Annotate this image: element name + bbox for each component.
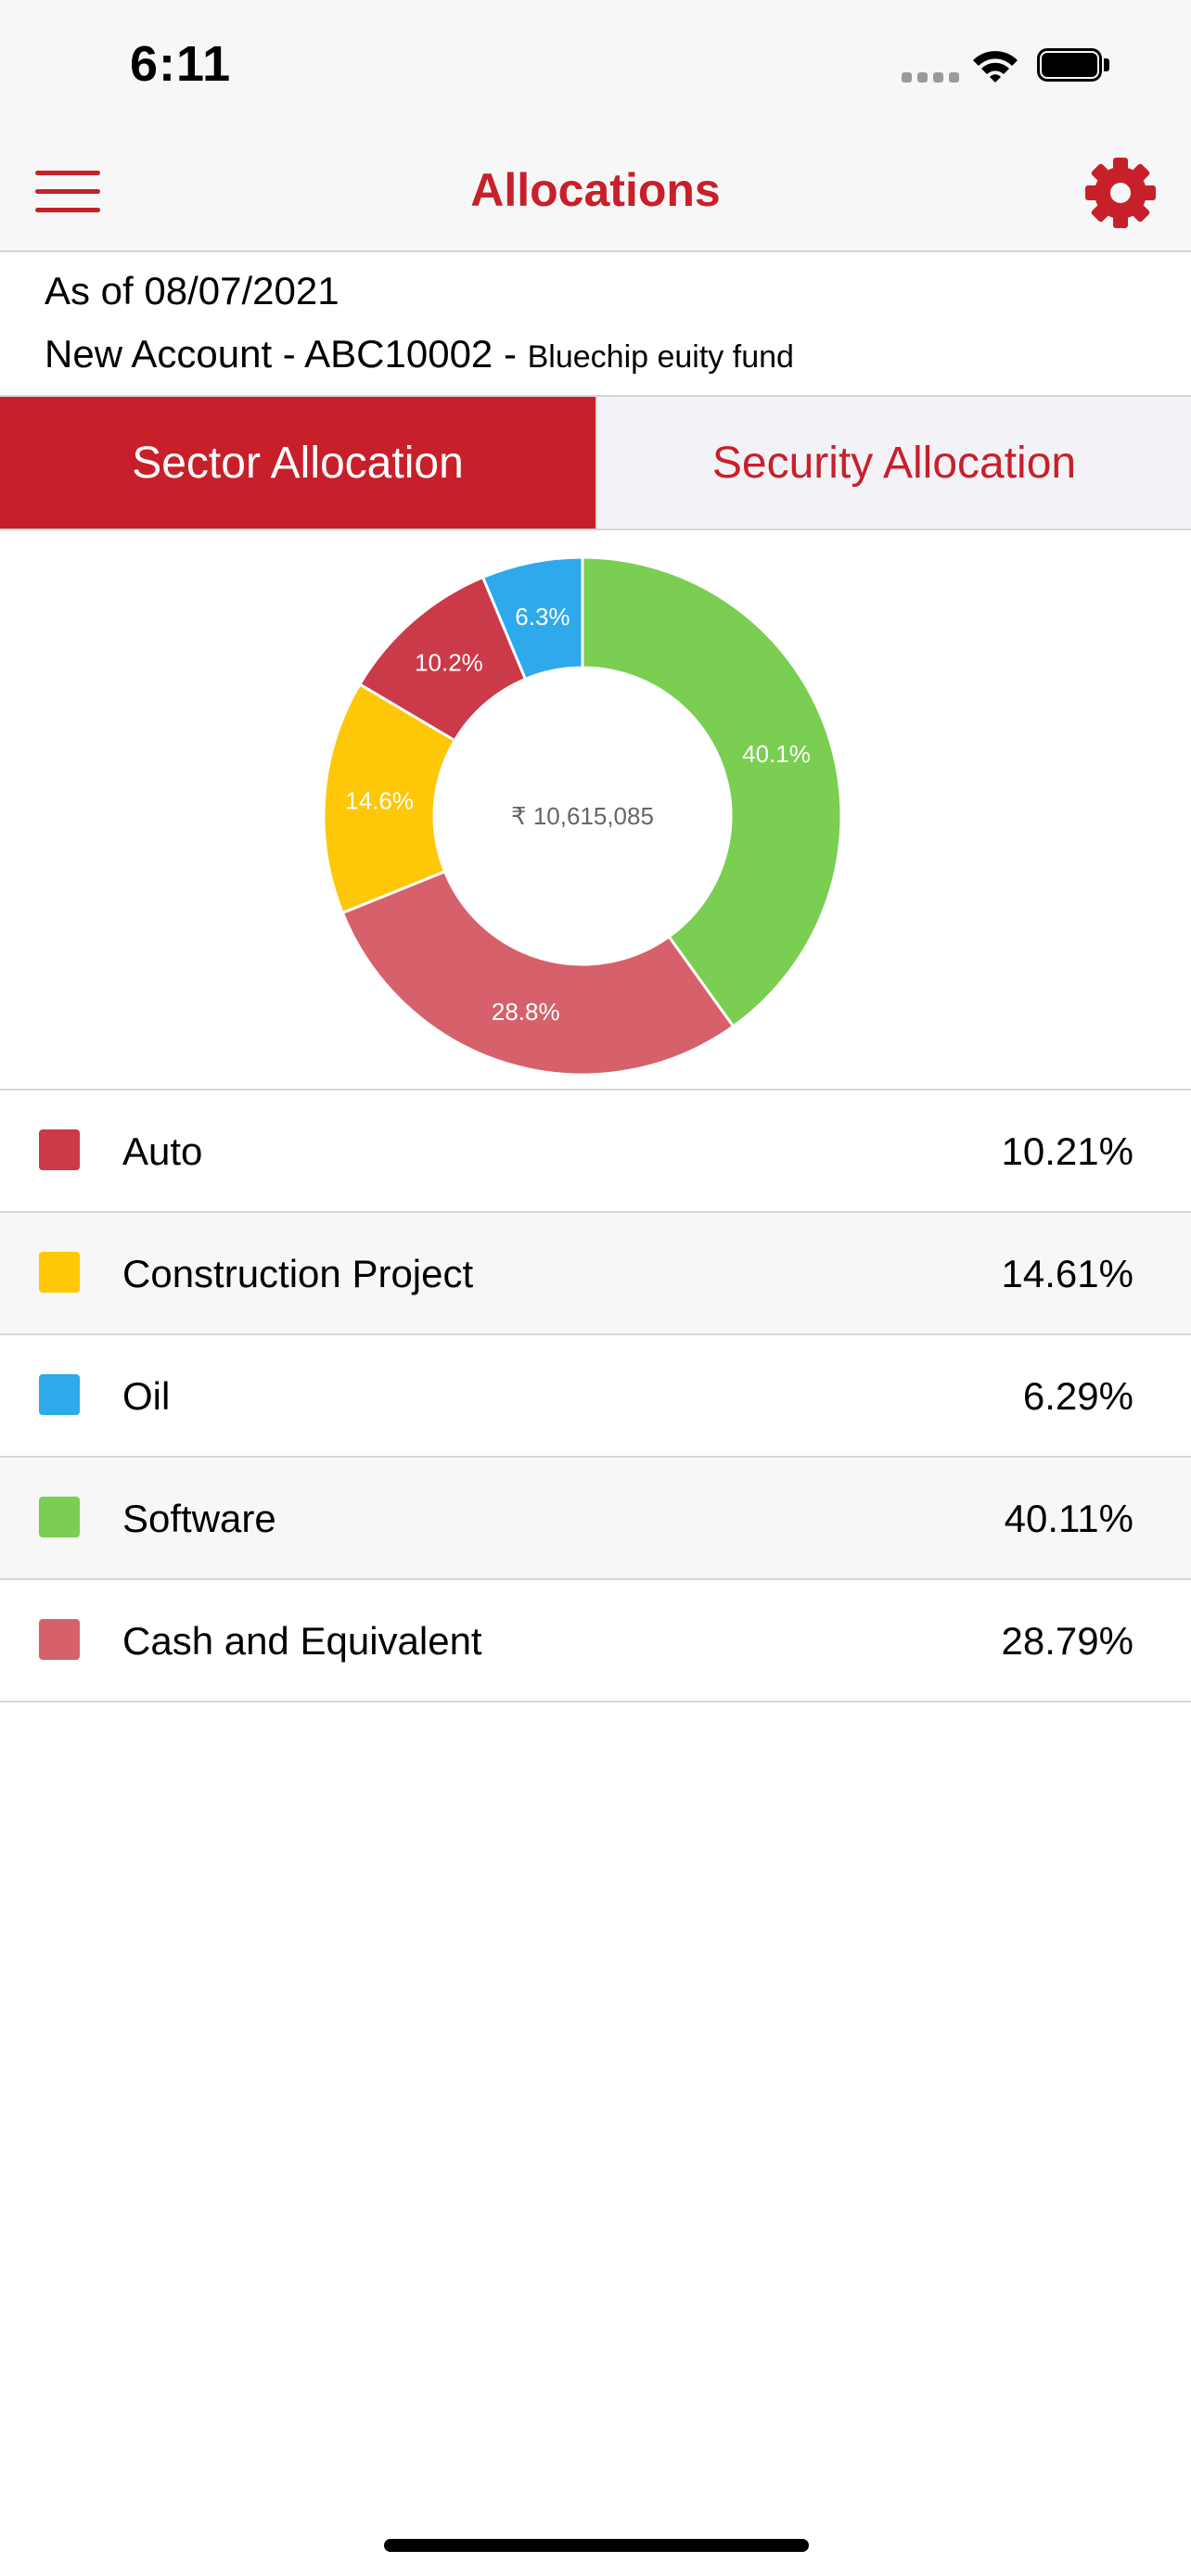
cellular-signal-icon: [902, 72, 959, 85]
legend-swatch-software: [39, 1497, 80, 1537]
gear-icon[interactable]: [1083, 156, 1158, 230]
tab-security-allocation[interactable]: Security Allocation: [596, 397, 1191, 529]
donut-chart-svg: 40.1% 28.8% 14.6% 10.2% 6.3% ₹ 10,615,085: [322, 555, 843, 1077]
allocation-legend: Auto 10.21% Construction Project 14.61% …: [0, 1089, 1191, 1702]
legend-swatch-cash-and-equivalent: [39, 1619, 80, 1660]
legend-value: 6.29%: [1022, 1374, 1133, 1418]
account-label: New Account - ABC10002 -: [45, 332, 528, 376]
hamburger-menu-icon[interactable]: [35, 171, 100, 213]
allocation-tabs: Sector Allocation Security Allocation: [0, 397, 1191, 530]
donut-center-total: ₹ 10,615,085: [511, 802, 654, 830]
legend-label: Cash and Equivalent: [122, 1619, 482, 1663]
wifi-icon: [973, 51, 1018, 83]
as-of-date: As of 08/07/2021: [45, 269, 339, 312]
legend-value: 40.11%: [1004, 1497, 1133, 1540]
legend-row-cash-and-equivalent[interactable]: Cash and Equivalent 28.79%: [0, 1580, 1191, 1702]
legend-swatch-construction-project: [39, 1252, 80, 1293]
legend-swatch-auto: [39, 1129, 80, 1170]
legend-row-oil[interactable]: Oil 6.29%: [0, 1335, 1191, 1458]
fund-name: Bluechip euity fund: [527, 339, 794, 375]
legend-row-construction-project[interactable]: Construction Project 14.61%: [0, 1213, 1191, 1335]
slice-label-auto: 10.2%: [415, 648, 483, 676]
tab-sector-allocation[interactable]: Sector Allocation: [0, 397, 596, 529]
slice-label-software: 40.1%: [742, 740, 811, 768]
account-line: New Account - ABC10002 - Bluechip euity …: [45, 332, 794, 376]
legend-row-software[interactable]: Software 40.11%: [0, 1458, 1191, 1580]
legend-label: Oil: [122, 1374, 171, 1418]
legend-label: Construction Project: [122, 1252, 474, 1295]
legend-swatch-oil: [39, 1374, 80, 1415]
home-indicator: [384, 2539, 809, 2552]
slice-oil[interactable]: [480, 555, 584, 682]
legend-value: 14.61%: [1001, 1252, 1133, 1295]
legend-label: Software: [122, 1497, 276, 1540]
slice-construction-project[interactable]: [322, 682, 457, 915]
slice-label-oil: 6.3%: [515, 603, 570, 631]
status-time: 6:11: [130, 36, 232, 92]
legend-row-auto[interactable]: Auto 10.21%: [0, 1090, 1191, 1213]
slice-software[interactable]: [581, 555, 843, 1028]
page-title: Allocations: [470, 164, 721, 216]
legend-value: 10.21%: [1001, 1129, 1133, 1173]
slice-cash-and-equivalent[interactable]: [340, 869, 736, 1077]
legend-value: 28.79%: [1001, 1619, 1133, 1663]
legend-label: Auto: [122, 1129, 203, 1173]
allocation-donut-chart: 40.1% 28.8% 14.6% 10.2% 6.3% ₹ 10,615,085: [0, 530, 1191, 1090]
slice-label-construction-project: 14.6%: [345, 787, 414, 815]
status-bar: 6:11: [0, 0, 1191, 130]
battery-icon: [1037, 48, 1111, 85]
navigation-bar: Allocations: [0, 130, 1191, 252]
account-info: As of 08/07/2021 New Account - ABC10002 …: [0, 252, 1191, 397]
slice-label-cash-and-equivalent: 28.8%: [492, 998, 560, 1026]
